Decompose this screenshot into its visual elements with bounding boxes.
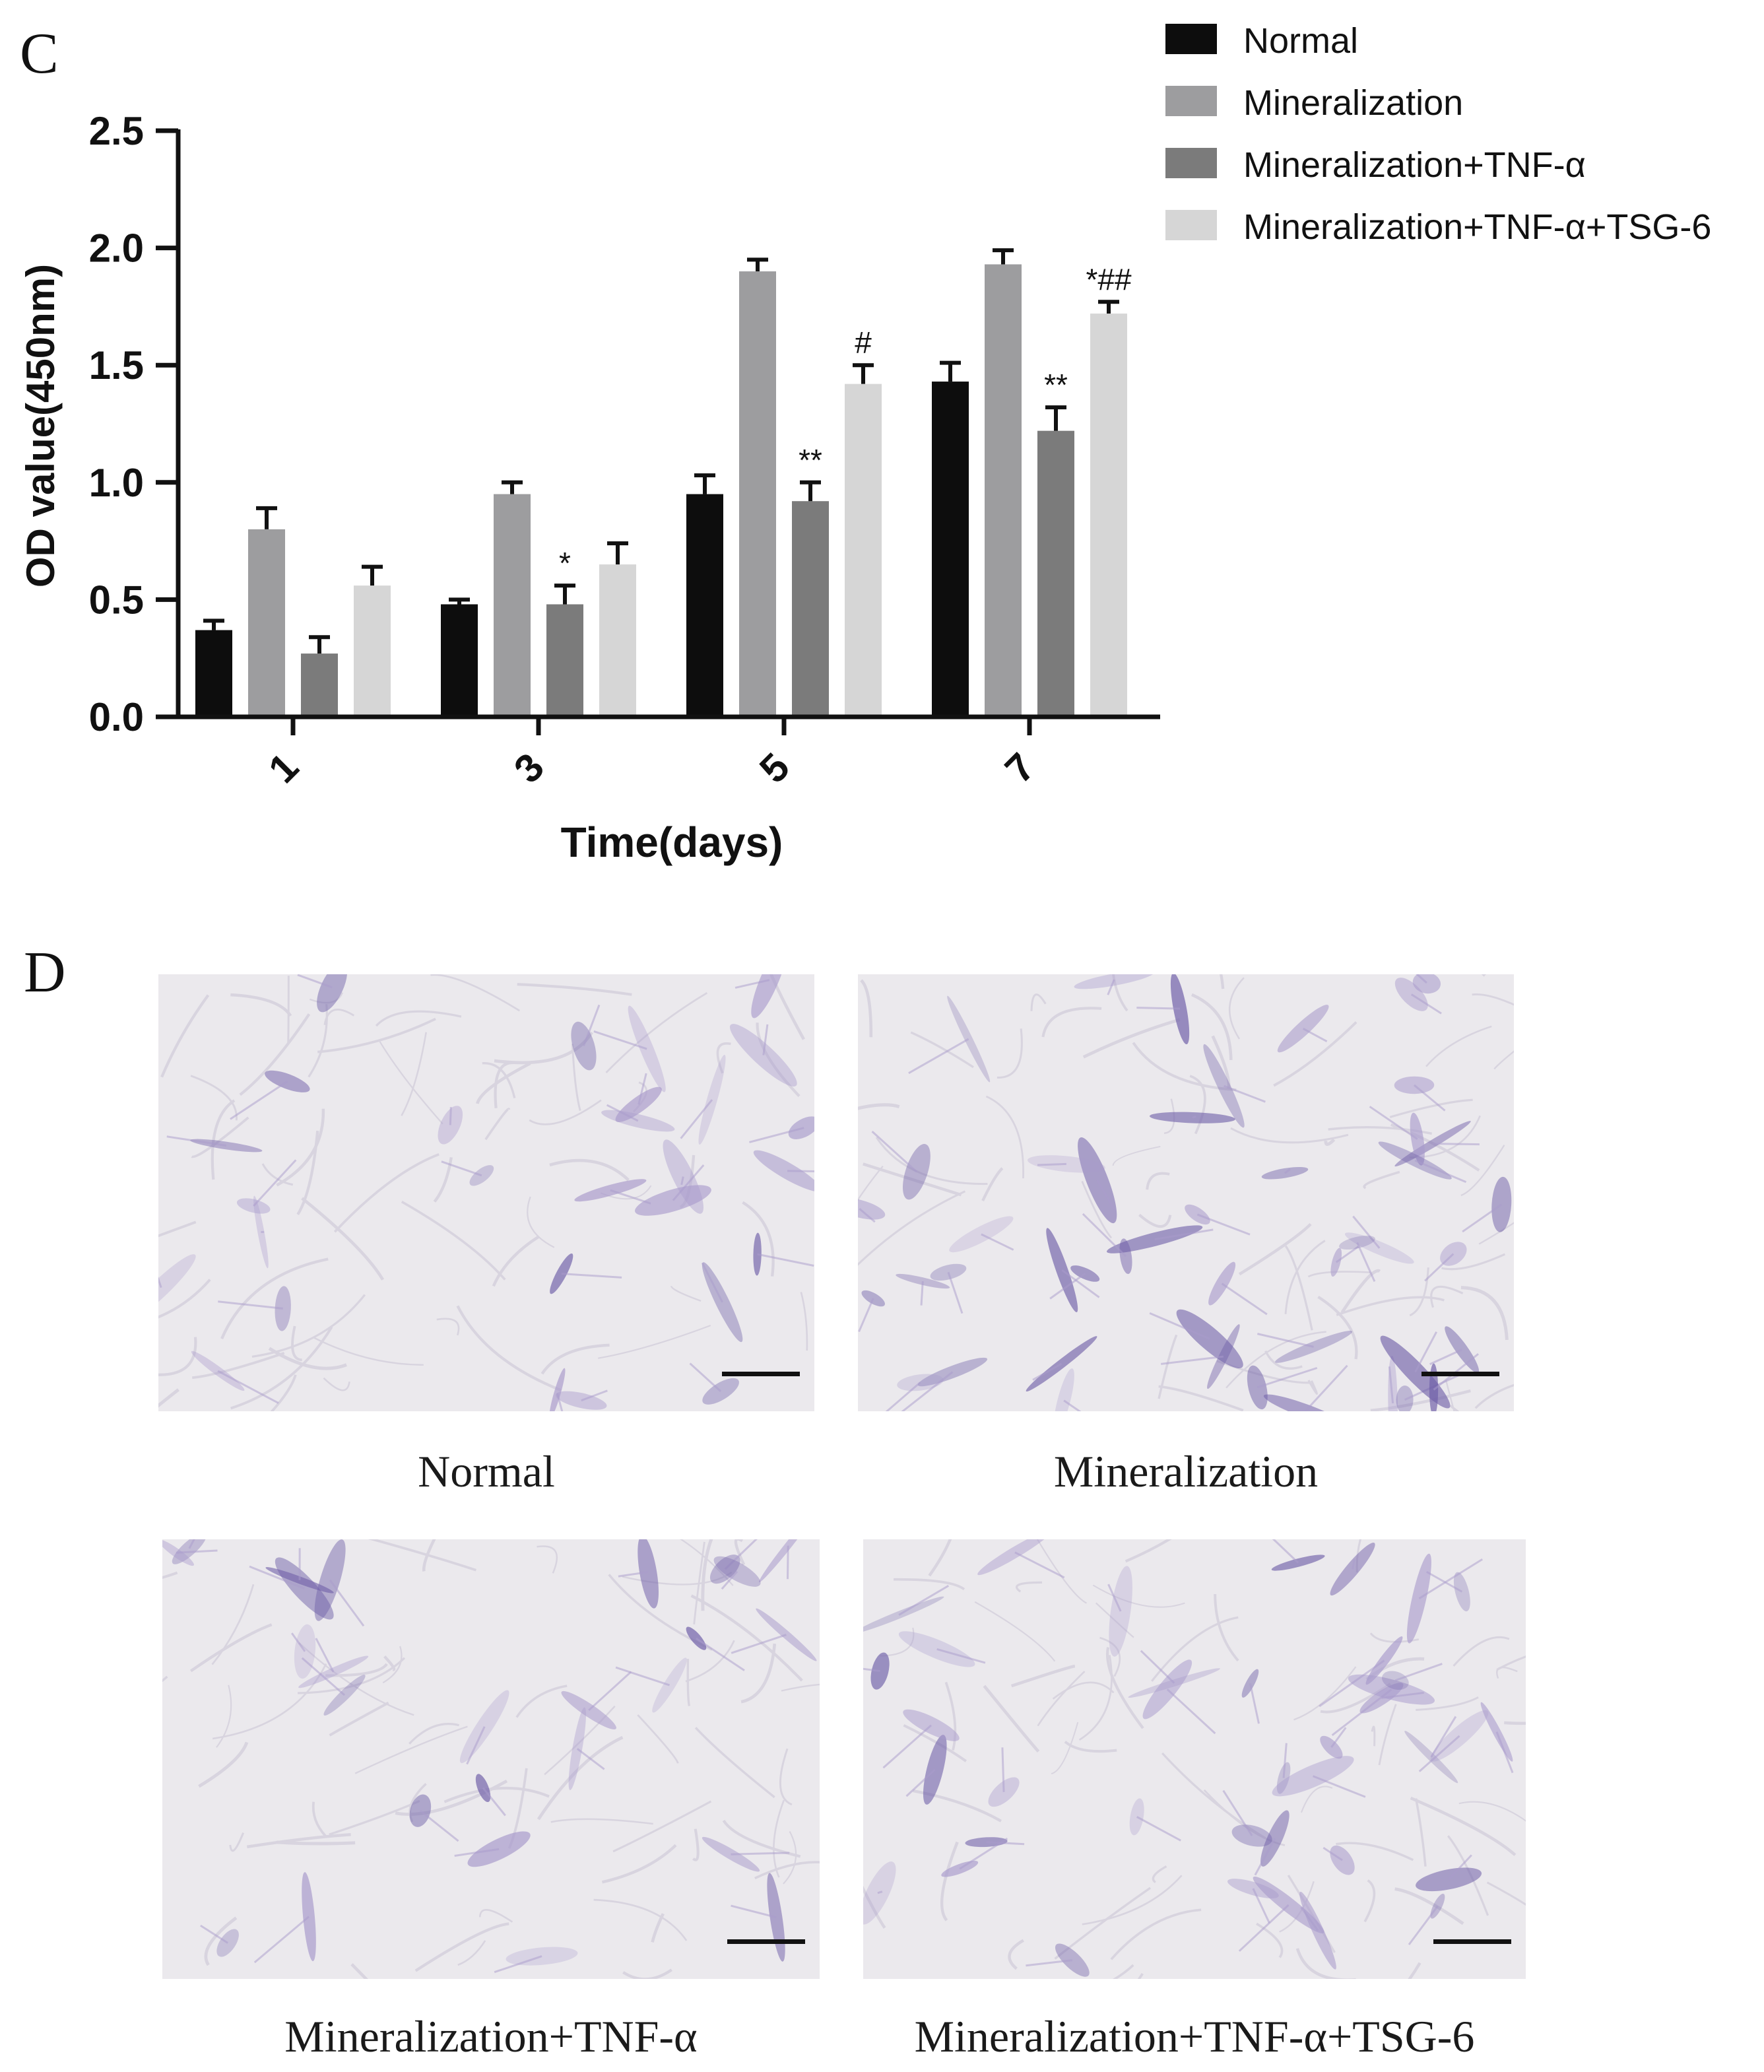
y-tick-label: 1.5 — [89, 343, 144, 387]
caption-mineralization-tnf-tsg6: Mineralization+TNF-α+TSG-6 — [914, 2011, 1475, 2061]
scale-bar — [727, 1939, 805, 1944]
bar — [686, 494, 723, 717]
legend-swatch — [1165, 86, 1217, 116]
micrograph-normal — [158, 974, 814, 1411]
y-tick-label: 1.0 — [89, 461, 144, 505]
legend-swatch — [1165, 210, 1217, 240]
bar — [494, 494, 531, 717]
legend-entry: Normal — [1243, 21, 1358, 61]
y-tick-label: 2.5 — [89, 109, 144, 153]
bar — [739, 271, 776, 717]
micrograph-image — [162, 1539, 820, 1979]
bar — [1090, 314, 1127, 717]
bar — [1037, 430, 1074, 717]
y-axis-title: OD value(450nm) — [18, 264, 63, 587]
significance-label: *## — [1086, 262, 1131, 296]
significance-label: ** — [799, 443, 822, 477]
micrograph-image — [863, 1539, 1526, 1979]
y-tick-label: 2.0 — [89, 226, 144, 271]
plot-area: ***#***## — [195, 248, 1132, 717]
micrograph-image — [158, 974, 814, 1411]
bar — [248, 529, 285, 717]
y-tick-label: 0.5 — [89, 578, 144, 622]
legend: Normal Mineralization Mineralization+TNF-α… — [1165, 21, 1711, 247]
micrograph-mineralization — [858, 974, 1514, 1411]
y-axis: 0.0 0.5 1.0 1.5 2.0 2.5 — [89, 109, 181, 739]
panel-d-label: D — [24, 941, 66, 1005]
x-tick-label: 1 — [260, 745, 307, 791]
x-tick-label: 5 — [751, 745, 798, 791]
x-axis: 1 3 5 7 — [176, 714, 1160, 791]
legend-swatch — [1165, 148, 1217, 178]
x-tick-label: 3 — [506, 745, 552, 791]
scale-bar — [1433, 1939, 1511, 1944]
bar — [845, 384, 882, 717]
legend-swatch — [1165, 24, 1217, 54]
bar — [792, 501, 829, 717]
bar — [599, 564, 636, 717]
scale-bar — [722, 1372, 800, 1376]
caption-mineralization: Mineralization — [1053, 1446, 1319, 1496]
x-axis-title: Time(days) — [561, 819, 783, 866]
legend-entry: Mineralization+TNF-α+TSG-6 — [1243, 207, 1711, 247]
significance-label: # — [855, 325, 872, 360]
bar — [932, 382, 969, 717]
scale-bar — [1421, 1372, 1499, 1376]
legend-entry: Mineralization+TNF-α — [1243, 145, 1586, 185]
bar — [441, 604, 478, 717]
micrograph-mineralization-tnf-tsg6 — [863, 1539, 1526, 1979]
significance-label: ** — [1044, 368, 1068, 402]
bar — [354, 585, 391, 717]
micrograph-image — [858, 974, 1514, 1411]
significance-label: * — [559, 546, 571, 580]
x-tick-label: 7 — [996, 745, 1043, 791]
legend-entry: Mineralization — [1243, 83, 1463, 123]
bar — [546, 604, 583, 717]
caption-mineralization-tnf: Mineralization+TNF-α — [284, 2011, 698, 2061]
bar — [301, 653, 338, 717]
bar — [195, 630, 232, 717]
micrograph-mineralization-tnf — [162, 1539, 820, 1979]
bar — [985, 264, 1022, 717]
panel-c-label: C — [20, 22, 59, 86]
caption-normal: Normal — [418, 1446, 555, 1496]
y-tick-label: 0.0 — [89, 695, 144, 739]
